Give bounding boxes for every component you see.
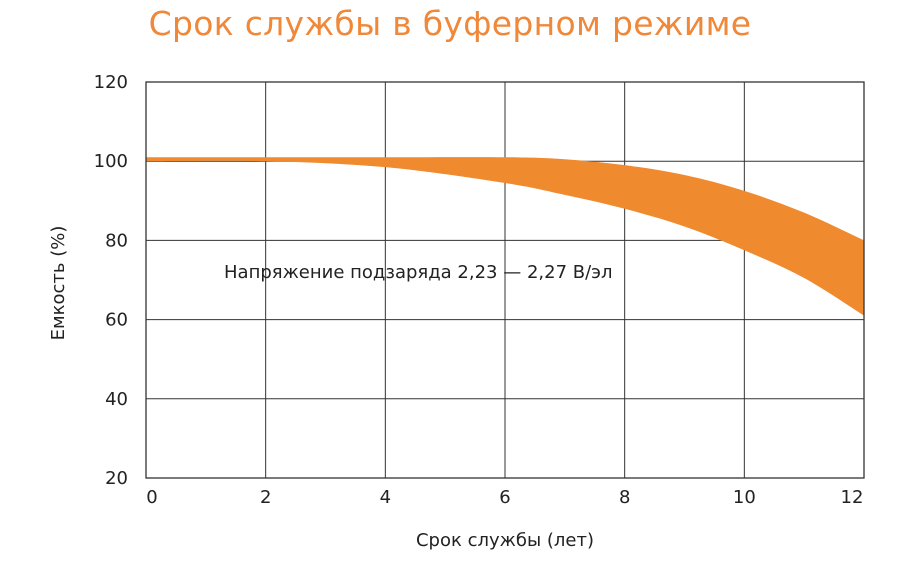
y-tick-label: 40: [105, 389, 128, 410]
x-tick-labels: 0 2 4 6 8 10 12: [146, 487, 863, 508]
x-tick-label: 4: [380, 487, 391, 508]
y-tick-label: 80: [105, 230, 128, 251]
x-axis-label: Срок службы (лет): [416, 530, 594, 551]
annotation: Напряжение подзаряда 2,23 — 2,27 В/эл: [224, 262, 613, 283]
y-tick-labels: 20 40 60 80 100 120: [94, 72, 128, 489]
capacity-band: [146, 157, 864, 316]
y-tick-label: 100: [94, 151, 128, 172]
x-tick-label: 10: [733, 487, 756, 508]
x-tick-label: 2: [260, 487, 271, 508]
y-tick-label: 20: [105, 468, 128, 489]
x-tick-label: 0: [146, 487, 157, 508]
plot-frame: [145, 81, 865, 479]
x-tick-label: 12: [841, 487, 864, 508]
chart-title: Срок службы в буферном режиме: [148, 4, 752, 43]
y-tick-label: 120: [94, 72, 128, 93]
y-axis-label: Емкость (%): [48, 226, 69, 341]
x-tick-label: 8: [619, 487, 630, 508]
x-tick-label: 6: [499, 487, 510, 508]
y-tick-label: 60: [105, 310, 128, 331]
